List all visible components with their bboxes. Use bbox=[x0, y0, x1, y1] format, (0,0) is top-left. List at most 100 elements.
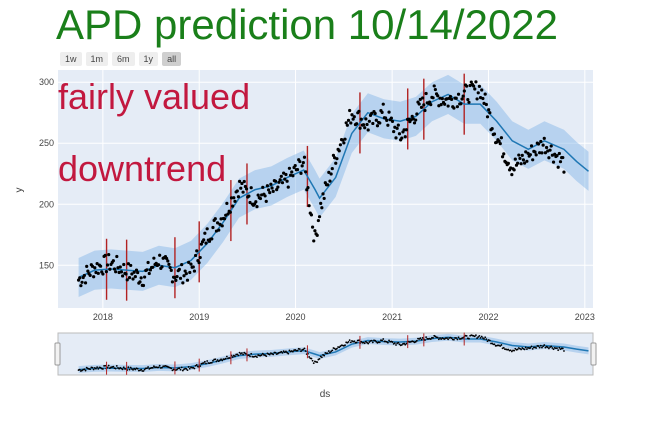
observed-point bbox=[316, 218, 320, 223]
observed-point bbox=[518, 156, 522, 161]
y-tick-label: 250 bbox=[39, 138, 54, 148]
preview-point bbox=[457, 336, 460, 339]
preview-point bbox=[404, 343, 407, 346]
observed-point bbox=[313, 229, 317, 233]
preview-point bbox=[147, 366, 149, 368]
range-slider-left-handle[interactable] bbox=[54, 342, 61, 366]
observed-point bbox=[392, 129, 396, 134]
observed-point bbox=[228, 210, 232, 214]
preview-point bbox=[541, 346, 543, 349]
preview-point bbox=[539, 344, 542, 347]
observed-point bbox=[414, 118, 418, 122]
observed-point bbox=[378, 121, 382, 125]
preview-point bbox=[97, 367, 100, 370]
observed-point bbox=[268, 191, 272, 195]
preview-point bbox=[136, 367, 139, 370]
preview-point bbox=[134, 368, 137, 371]
observed-point bbox=[215, 221, 220, 225]
observed-point bbox=[330, 166, 334, 171]
preview-point bbox=[250, 352, 253, 355]
observed-point bbox=[387, 110, 391, 114]
observed-point bbox=[286, 185, 290, 189]
observed-point bbox=[522, 161, 527, 165]
observed-point bbox=[317, 215, 322, 219]
observed-point bbox=[180, 262, 184, 267]
observed-point bbox=[133, 275, 137, 279]
preview-point bbox=[388, 339, 390, 342]
preview-point bbox=[161, 366, 163, 369]
range-button-all[interactable]: all bbox=[162, 52, 182, 66]
range-button-6m[interactable]: 6m bbox=[112, 52, 135, 66]
preview-point bbox=[238, 351, 241, 354]
preview-point bbox=[453, 338, 455, 341]
observed-point bbox=[307, 204, 311, 208]
preview-point bbox=[398, 343, 401, 346]
preview-point bbox=[440, 338, 443, 341]
observed-point bbox=[125, 278, 129, 282]
observed-point bbox=[319, 201, 323, 206]
preview-point bbox=[78, 368, 81, 371]
observed-point bbox=[275, 187, 279, 192]
observed-point bbox=[276, 185, 280, 189]
range-button-1w[interactable]: 1w bbox=[60, 52, 82, 66]
observed-point bbox=[363, 126, 367, 130]
preview-point bbox=[241, 352, 243, 354]
preview-point bbox=[446, 337, 448, 339]
observed-point bbox=[542, 136, 546, 140]
uncertainty-band bbox=[78, 74, 589, 298]
observed-point bbox=[178, 276, 183, 280]
preview-point bbox=[114, 367, 117, 370]
range-button-1m[interactable]: 1m bbox=[85, 52, 109, 66]
preview-point bbox=[483, 337, 485, 340]
observed-point bbox=[466, 97, 470, 102]
range-slider-right-handle[interactable] bbox=[590, 342, 597, 366]
observed-point bbox=[156, 263, 161, 267]
observed-point bbox=[322, 196, 326, 201]
preview-point bbox=[115, 365, 118, 367]
observed-point bbox=[134, 268, 139, 272]
preview-point bbox=[95, 367, 97, 370]
observed-point bbox=[184, 272, 188, 276]
preview-point bbox=[143, 368, 146, 371]
preview-point bbox=[326, 352, 329, 355]
observed-point bbox=[167, 262, 171, 266]
preview-point bbox=[510, 350, 513, 353]
preview-point bbox=[83, 368, 86, 371]
observed-point bbox=[415, 112, 419, 116]
trend-line bbox=[78, 93, 589, 279]
observed-point bbox=[177, 267, 181, 272]
observed-point bbox=[152, 256, 156, 260]
observed-point bbox=[533, 150, 537, 154]
preview-point bbox=[397, 341, 400, 344]
observed-point bbox=[328, 179, 332, 183]
preview-point bbox=[247, 354, 250, 357]
observed-point bbox=[210, 237, 214, 241]
observed-point bbox=[255, 205, 259, 209]
preview-point bbox=[187, 366, 190, 368]
preview-point bbox=[132, 368, 134, 371]
preview-point bbox=[311, 359, 314, 362]
preview-point bbox=[225, 355, 228, 358]
observed-point bbox=[277, 180, 281, 184]
preview-point bbox=[476, 337, 478, 340]
observed-point bbox=[524, 150, 528, 154]
preview-point bbox=[291, 350, 294, 353]
observed-point bbox=[436, 94, 440, 98]
range-button-1y[interactable]: 1y bbox=[138, 52, 159, 66]
observed-point bbox=[304, 170, 308, 174]
observed-point bbox=[367, 119, 371, 123]
observed-point bbox=[310, 225, 315, 229]
preview-point bbox=[358, 339, 360, 342]
observed-point bbox=[254, 200, 258, 204]
observed-point bbox=[146, 260, 150, 265]
observed-point bbox=[562, 170, 566, 174]
preview-point bbox=[484, 336, 487, 339]
observed-point bbox=[103, 253, 107, 258]
observed-point bbox=[183, 269, 187, 273]
observed-point bbox=[238, 179, 242, 183]
preview-point bbox=[210, 361, 213, 364]
preview-point bbox=[92, 368, 95, 371]
observed-point bbox=[474, 80, 478, 84]
observed-point bbox=[290, 170, 294, 174]
